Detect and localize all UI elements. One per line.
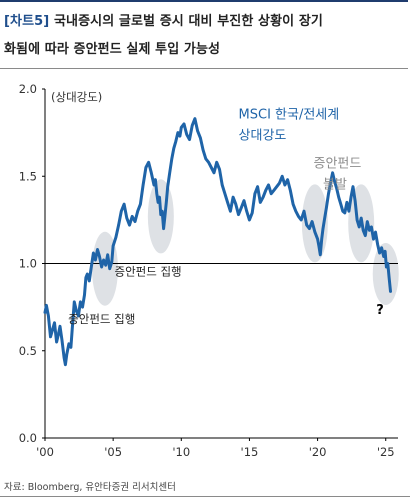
annotation-label: 증안펀드 집행 (68, 312, 135, 326)
line-chart: 0.00.51.01.52.0'00'05'10'15'20'25(상대강도) … (19, 82, 399, 459)
y-tick-label: 1.0 (19, 257, 37, 271)
x-tick-label: '10 (172, 445, 190, 459)
y-tick-label: 1.5 (19, 169, 37, 183)
y-axis-label: (상대강도) (51, 90, 102, 104)
highlight-ellipse-2 (147, 179, 174, 254)
highlight-ellipse-5 (372, 242, 399, 305)
series-label: MSCI 한국/전세계 (239, 108, 340, 123)
title-line-2: 화됨에 따라 증안펀드 실제 투입 가능성 (4, 36, 402, 64)
title-line-1: [차트5] 국내증시의 글로벌 증시 대비 부진한 상황이 장기 (4, 8, 402, 36)
chart-header: [차트5] 국내증시의 글로벌 증시 대비 부진한 상황이 장기 화됨에 따라 … (0, 0, 408, 69)
annotation-label: 증안펀드 집행 (115, 265, 182, 279)
annotation-note: 증안펀드 (313, 157, 361, 172)
chart-tag: [차트5] (4, 14, 50, 29)
x-tick-label: '00 (36, 445, 54, 459)
axis-layer: 0.0 0.5 1.0 1.5 2.0 '00 '05 '10 '15 '20 '25 (상대강도) (19, 82, 398, 459)
annotation-note: 불발 (323, 177, 347, 192)
x-tick-label: '25 (377, 445, 395, 459)
chart-title-part-1: 국내증시의 글로벌 증시 대비 부진한 상황이 장기 (54, 14, 323, 29)
y-tick-label: 0.5 (19, 344, 37, 358)
y-tick-label: 2.0 (19, 82, 37, 96)
x-tick-label: '15 (241, 445, 259, 459)
source-note: 자료: Bloomberg, 유안타증권 리서치센터 (4, 482, 176, 493)
y-tick-label: 0.0 (19, 431, 37, 445)
chart-title-part-2: 화됨에 따라 증안펀드 실제 투입 가능성 (4, 42, 221, 57)
highlight-layer (91, 179, 399, 306)
bottom-divider (0, 496, 410, 497)
series-layer (43, 117, 392, 367)
x-tick-label: '20 (309, 445, 327, 459)
question-mark: ? (376, 303, 384, 318)
x-tick-label: '05 (104, 445, 122, 459)
series-line-1 (43, 117, 392, 367)
series-label: 상대강도 (239, 129, 287, 144)
